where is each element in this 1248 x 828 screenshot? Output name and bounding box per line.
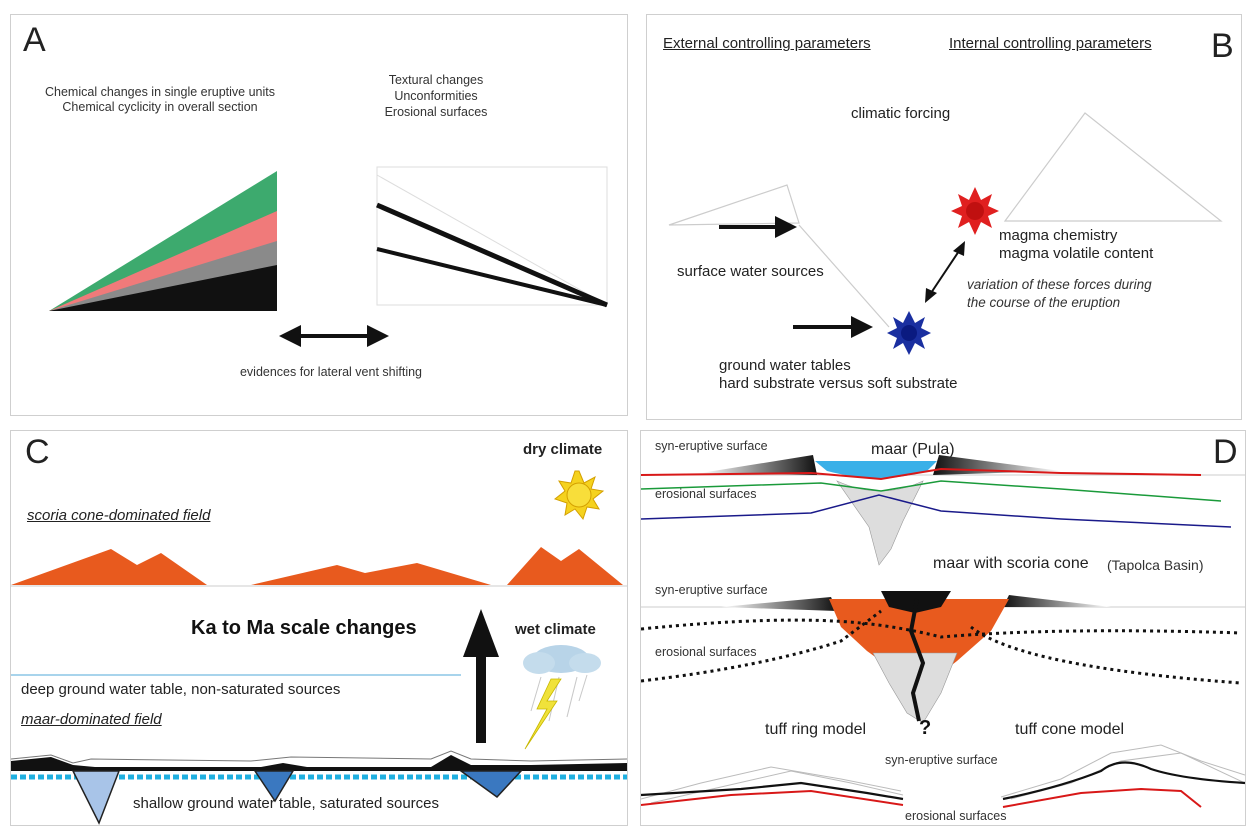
double-arrow-left-head [279, 325, 301, 347]
maar-crater-middle [253, 770, 295, 803]
internal-heading: Internal controlling parameters [949, 35, 1152, 52]
panel-d: syn-eruptive surface maar (Pula) D erosi… [640, 430, 1246, 826]
tuff-ring-faint-1 [641, 766, 902, 800]
faint-line [376, 174, 608, 306]
pula-red-line [641, 467, 1202, 481]
panel-c-letter: C [25, 433, 50, 471]
chem-line-2: Chemical cyclicity in overall section [62, 100, 258, 114]
scoria-cones-middle [251, 563, 491, 585]
tapolca-basin-label: (Tapolca Basin) [1107, 557, 1204, 573]
panel-b-graphics [668, 112, 1223, 355]
tapolca-feeder-dyke [908, 598, 926, 722]
magma-volatile-label: magma volatile content [999, 245, 1154, 262]
ka-ma-label: Ka to Ma scale changes [191, 617, 417, 639]
magma-double-arrow [930, 250, 960, 294]
tex-line-1: Textural changes [388, 73, 484, 87]
red-star-icon [951, 187, 999, 235]
pula-title: maar (Pula) [871, 441, 955, 458]
lightning-icon [524, 678, 562, 750]
sun-icon [553, 470, 605, 521]
pula-tephra-left [701, 455, 817, 475]
ground-water-label: ground water tables [719, 357, 851, 374]
tuff-syn-label: syn-eruptive surface [885, 753, 998, 767]
time-arrow-shaft [476, 653, 486, 743]
cloud-icon [523, 645, 601, 722]
variation-line-2: the course of the eruption [967, 295, 1121, 310]
pula-diatreme [836, 480, 924, 566]
tapolca-erosional-label: erosional surfaces [655, 645, 757, 659]
maar-crater-right [458, 770, 523, 798]
substrate-label: hard substrate versus soft substrate [719, 375, 958, 392]
tuff-cone-red [1002, 787, 1202, 808]
unconformity-line-upper [376, 202, 608, 308]
panel-b-letter: B [1211, 27, 1234, 65]
evidence-label: evidences for lateral vent shifting [239, 365, 423, 379]
tex-line-2: Unconformities [394, 89, 478, 103]
panel-d-letter: D [1213, 433, 1238, 471]
time-arrow-head [463, 609, 499, 657]
deep-water-label: deep ground water table, non-saturated s… [21, 681, 341, 698]
pula-blue-line [641, 494, 1232, 528]
surface-triangle [668, 184, 800, 226]
panel-a: A Chemical changes in single eruptive un… [10, 14, 628, 416]
tex-line-3: Erosional surfaces [384, 105, 488, 119]
unconformity-line-lower [376, 247, 608, 307]
scoria-cones-right [507, 547, 623, 585]
pula-erosional-label: erosional surfaces [655, 487, 757, 501]
panel-c-graphics [11, 470, 627, 825]
wedge-black-layer [49, 265, 277, 311]
wet-climate-label: wet climate [515, 621, 596, 638]
dry-climate-label: dry climate [523, 441, 603, 458]
tapolca-scoria-cone [829, 599, 1009, 681]
tuff-erosional-label: erosional surfaces [905, 809, 1007, 823]
panel-a-letter: A [23, 21, 46, 59]
tuff-ring-label: tuff ring model [765, 721, 867, 738]
tuff-ring-black [641, 781, 904, 801]
tapolca-erosional-upper [641, 618, 1242, 639]
scoria-field-label: scoria cone-dominated field [27, 507, 211, 524]
question-mark: ? [919, 717, 932, 739]
tapolca-tephra-right [1003, 595, 1111, 607]
variation-line-1: variation of these forces during [967, 277, 1152, 292]
tuff-cone-faint-2 [1010, 752, 1245, 800]
panel-c: C dry climate scoria cone-dominated fiel… [10, 430, 628, 826]
magma-chemistry-label: magma chemistry [999, 227, 1118, 244]
panel-b: External controlling parameters Internal… [646, 14, 1242, 420]
tapolca-erosional-lower [641, 609, 1242, 685]
maar-terrain-top [11, 750, 627, 764]
tuff-cone-black [1002, 761, 1245, 801]
pula-syn-label: syn-eruptive surface [655, 439, 768, 453]
panel-d-graphics [641, 455, 1245, 808]
tuff-cone-faint-1 [1000, 744, 1245, 798]
tapolca-title: maar with scoria cone [933, 555, 1089, 572]
scoria-cones-left [11, 549, 207, 585]
tuff-cone-label: tuff cone model [1015, 721, 1125, 738]
ground-arrow-head [851, 316, 873, 338]
magma-arrow-head-down [925, 288, 937, 303]
surface-water-label: surface water sources [677, 263, 824, 280]
surface-arrow-head [775, 216, 797, 238]
tuff-ring-red [641, 789, 904, 806]
tapolca-syn-label: syn-eruptive surface [655, 583, 768, 597]
maar-terrain-black [11, 755, 627, 771]
shallow-water-label: shallow ground water table, saturated so… [133, 795, 440, 812]
panel-a-graphics [49, 166, 608, 347]
tapolca-tephra-left [721, 597, 837, 611]
maar-field-label: maar-dominated field [21, 711, 162, 728]
pula-green-line [641, 480, 1222, 502]
external-heading: External controlling parameters [663, 35, 871, 52]
blue-star-icon [887, 311, 931, 355]
maar-crater-left [71, 770, 121, 825]
climatic-label: climatic forcing [851, 105, 951, 122]
chem-line-1: Chemical changes in single eruptive unit… [45, 85, 275, 99]
surface-to-ground-line [798, 224, 890, 328]
texture-box [376, 166, 608, 306]
magma-arrow-head-up [953, 241, 965, 256]
climatic-triangle [1003, 112, 1223, 222]
double-arrow-right-head [367, 325, 389, 347]
tuff-ring-faint-2 [650, 770, 904, 804]
